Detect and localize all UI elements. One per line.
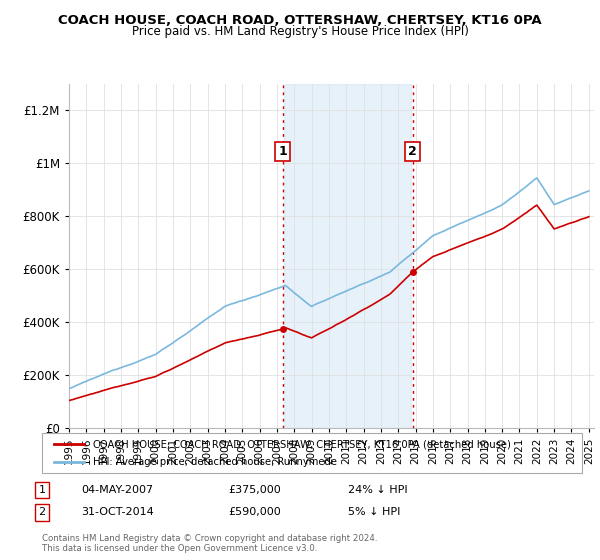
Text: Price paid vs. HM Land Registry's House Price Index (HPI): Price paid vs. HM Land Registry's House …: [131, 25, 469, 38]
Point: [408, 268, 418, 277]
Text: HPI: Average price, detached house, Runnymede: HPI: Average price, detached house, Runn…: [93, 457, 337, 467]
Text: £375,000: £375,000: [228, 485, 281, 495]
Text: 31-OCT-2014: 31-OCT-2014: [81, 507, 154, 517]
Text: 2: 2: [408, 145, 417, 158]
Text: Contains HM Land Registry data © Crown copyright and database right 2024.
This d: Contains HM Land Registry data © Crown c…: [42, 534, 377, 553]
Text: COACH HOUSE, COACH ROAD, OTTERSHAW, CHERTSEY, KT16 0PA (detached house): COACH HOUSE, COACH ROAD, OTTERSHAW, CHER…: [93, 439, 511, 449]
Text: 04-MAY-2007: 04-MAY-2007: [81, 485, 153, 495]
Text: COACH HOUSE, COACH ROAD, OTTERSHAW, CHERTSEY, KT16 0PA: COACH HOUSE, COACH ROAD, OTTERSHAW, CHER…: [58, 14, 542, 27]
Point: [278, 325, 288, 334]
Text: 2: 2: [38, 507, 46, 517]
Text: 1: 1: [38, 485, 46, 495]
Text: 5% ↓ HPI: 5% ↓ HPI: [348, 507, 400, 517]
Text: £590,000: £590,000: [228, 507, 281, 517]
Text: 24% ↓ HPI: 24% ↓ HPI: [348, 485, 407, 495]
Text: 1: 1: [278, 145, 287, 158]
